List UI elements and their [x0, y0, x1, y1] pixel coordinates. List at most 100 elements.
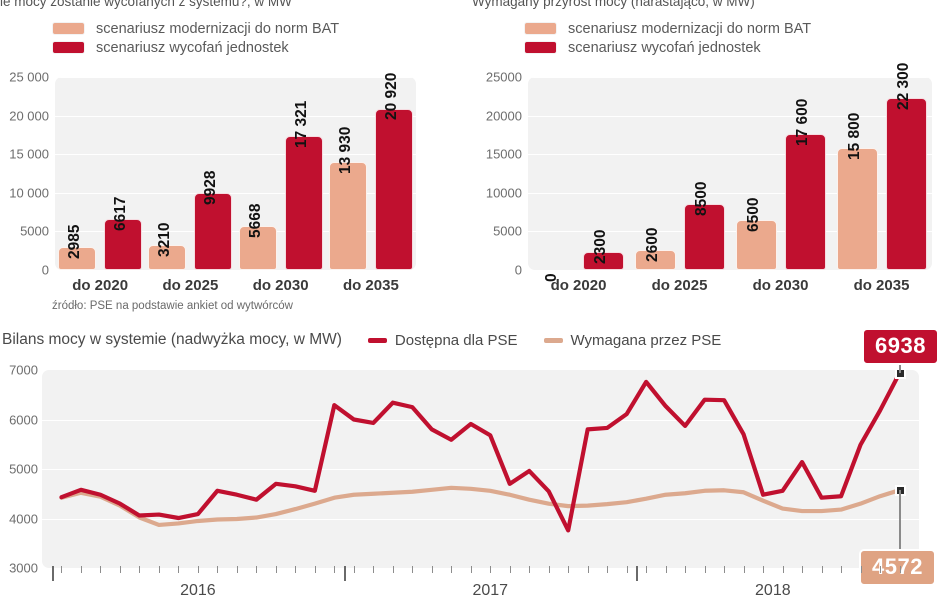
bar	[58, 246, 97, 270]
legend-item-wycofania: scenariusz wycofań jednostek	[52, 38, 339, 57]
x-axis-tick	[334, 566, 336, 573]
y-axis-tick-label: 6000	[9, 412, 38, 427]
x-axis-category-label: do 2030	[252, 277, 309, 294]
x-axis-tick	[353, 566, 355, 573]
gridline	[42, 419, 919, 421]
x-axis-year-divider	[344, 566, 347, 581]
gridline	[528, 77, 932, 78]
gridline	[528, 192, 932, 194]
y-axis-tick-label: 5000	[9, 461, 38, 477]
gridline	[528, 115, 932, 117]
x-axis-tick	[295, 566, 297, 573]
x-axis-tick	[763, 566, 765, 573]
x-axis-category-label: do 2030	[752, 277, 809, 294]
gridline	[42, 518, 919, 520]
legend-label-dostepna: Dostępna dla PSE	[394, 331, 518, 349]
wymagana-callout-stem	[898, 490, 901, 549]
y-axis-tick-label: 10 000	[9, 185, 49, 201]
legend-swatch-modernizacja-icon	[52, 22, 85, 35]
y-axis-tick-label: 15000	[485, 146, 522, 162]
x-axis-year-label: 2017	[472, 582, 509, 599]
x-axis-year-label: 2018	[755, 582, 791, 599]
line-series	[59, 485, 902, 528]
x-axis-tick	[119, 566, 121, 573]
gridline	[55, 231, 416, 233]
gridline	[528, 231, 932, 233]
x-axis-tick	[841, 566, 843, 573]
x-axis-tick	[548, 566, 550, 573]
x-axis-tick	[100, 566, 102, 573]
y-axis-tick-label: 25 000	[9, 69, 49, 85]
line-chart-x-axis: 2016 2017 2018	[0, 566, 948, 599]
x-axis-tick	[470, 566, 472, 573]
y-axis-tick-label: 7000	[9, 362, 38, 378]
bar	[328, 162, 367, 270]
x-axis-tick	[197, 566, 199, 573]
x-axis-tick	[490, 566, 492, 573]
y-axis-tick-label: 3000	[9, 560, 38, 576]
legend-item-dostepna: Dostępna dla PSE	[367, 331, 518, 349]
bar	[836, 148, 878, 270]
gridline	[55, 192, 416, 194]
x-axis-tick	[821, 566, 823, 573]
gridline	[55, 77, 416, 78]
bar	[735, 219, 777, 270]
legend-item-modernizacja: scenariusz modernizacji do norm BAT	[524, 19, 811, 38]
y-axis-tick-label: 20000	[485, 108, 522, 124]
x-axis-category-label: do 2035	[342, 277, 399, 294]
x-axis-tick	[899, 566, 901, 573]
bar	[582, 252, 624, 270]
y-axis-tick-label: 10000	[485, 185, 522, 201]
legend-label-wycofania: scenariusz wycofań jednostek	[568, 39, 761, 56]
legend-label-wymagana: Wymagana przez PSE	[570, 331, 722, 349]
x-axis-tick	[431, 566, 433, 573]
x-axis-tick	[217, 566, 219, 573]
line-series	[59, 370, 902, 533]
x-axis-category-label: do 2020	[550, 277, 607, 294]
legend-swatch-wycofania-icon	[524, 41, 557, 54]
x-axis-category-label: do 2025	[651, 277, 708, 294]
x-axis-tick	[626, 566, 628, 573]
callout-dostepna-value: 6938	[862, 328, 939, 365]
x-axis-tick	[80, 566, 82, 573]
x-axis-tick	[607, 566, 609, 573]
plot-area	[42, 370, 919, 568]
x-axis-tick	[724, 566, 726, 573]
x-axis-tick	[373, 566, 375, 573]
legend-swatch-wymagana-icon	[543, 337, 563, 343]
line-chart-title: Bilans mocy w systemie (nadwyżka mocy, w…	[2, 331, 342, 348]
x-axis-tick	[529, 566, 531, 573]
y-axis-tick-label: 5000	[20, 223, 49, 239]
right-chart-title: Wymagany przyrost mocy (narastająco, w M…	[472, 0, 755, 9]
legend-swatch-dostepna-icon	[367, 337, 387, 343]
x-axis-tick	[568, 566, 570, 573]
gridline	[42, 469, 919, 470]
y-axis-tick-label: 15 000	[9, 146, 49, 162]
x-axis-tick	[743, 566, 745, 573]
source-note: źródło: PSE na podstawie ankiet od wytwó…	[52, 300, 293, 312]
bar	[148, 245, 187, 270]
legend-swatch-wycofania-icon	[52, 41, 85, 54]
bar	[885, 97, 927, 270]
x-axis-tick	[451, 566, 453, 573]
legend-item-wycofania: scenariusz wycofań jednostek	[524, 38, 811, 57]
x-axis-tick	[139, 566, 141, 573]
legend-label-modernizacja: scenariusz modernizacji do norm BAT	[96, 20, 340, 37]
x-axis-year-label: 2016	[180, 582, 216, 599]
plot-area	[528, 77, 932, 270]
x-axis-category-label: do 2025	[162, 277, 219, 294]
y-axis-tick-label: 4000	[9, 511, 38, 526]
x-axis-tick	[782, 566, 784, 573]
x-axis-tick	[685, 566, 687, 573]
x-axis-year-divider	[636, 566, 639, 581]
x-axis-tick	[704, 566, 706, 573]
x-axis-tick	[314, 566, 316, 573]
plot-area	[55, 77, 416, 270]
bar	[238, 226, 277, 270]
left-chart-title: le mocy zostanie wycofanych z systemu?, …	[0, 0, 292, 9]
y-axis-tick-label: 25000	[485, 69, 522, 85]
gridline	[55, 115, 416, 117]
bar	[284, 136, 323, 270]
x-axis-tick	[61, 566, 63, 573]
